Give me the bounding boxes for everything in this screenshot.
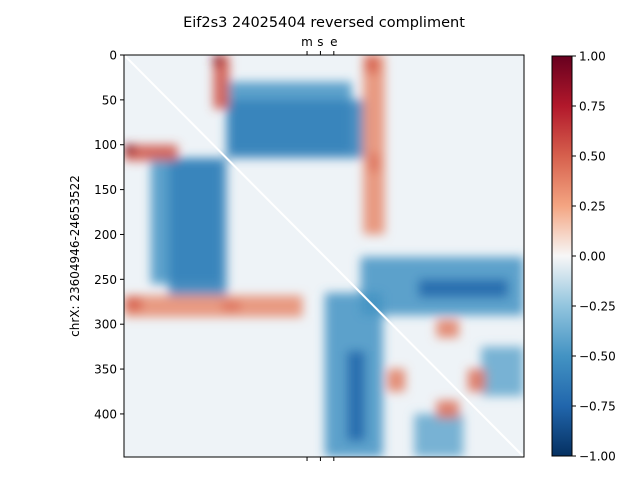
colorbar-gradient (551, 55, 573, 457)
chart-title: Eif2s3 24025404 reversed compliment (183, 15, 465, 31)
top-tick-label: e (330, 35, 337, 49)
colorbar: 1.00 0.75 0.50 0.25 0.00 −0.25 −0.50 −0.75 −1.00 (551, 50, 616, 464)
top-tick-label: m (301, 35, 313, 49)
heatmap-region (387, 369, 406, 392)
colorbar-tick-label: 0.00 (579, 250, 606, 264)
heatmap-region (222, 301, 241, 311)
heatmap-region (124, 144, 135, 154)
heatmap-region (213, 55, 223, 66)
heatmap-region (226, 99, 366, 159)
heatmap-region (124, 144, 178, 161)
heatmap-region (213, 55, 230, 109)
heatmap-region (436, 400, 459, 419)
heatmap-region (363, 55, 385, 235)
y-tick-label: 300 (94, 318, 117, 332)
y-tick-label: 50 (102, 93, 117, 107)
y-tick-label: 200 (94, 228, 117, 242)
y-tick-label: 150 (94, 183, 117, 197)
colorbar-tick-label: 0.75 (579, 100, 606, 114)
colorbar-tick-label: 0.25 (579, 200, 606, 214)
heatmap-region (124, 295, 303, 318)
colorbar-tick-label: 0.50 (579, 150, 606, 164)
colorbar-tick-label: −0.75 (579, 400, 616, 414)
heatmap-plot-area (123, 54, 525, 458)
plot-frame (123, 54, 525, 458)
colorbar-tick-label: −0.25 (579, 300, 616, 314)
y-tick-label: 0 (109, 49, 117, 63)
colorbar-tick-label: −0.50 (579, 350, 616, 364)
heatmap-cells (124, 55, 524, 457)
heatmap-region (467, 369, 486, 392)
heatmap-region (414, 413, 464, 457)
diagonal-line (123, 54, 525, 458)
colorbar-tick-label: −1.00 (579, 450, 616, 464)
heatmap-region (365, 55, 379, 73)
y-tick-label: 250 (94, 273, 117, 287)
y-tick-label: 400 (94, 407, 117, 421)
heatmap-region (369, 153, 379, 172)
y-axis-ticks: 0 50 100 150 200 250 300 350 400 (94, 49, 124, 421)
heatmap-region (124, 297, 142, 311)
colorbar-ticks: 1.00 0.75 0.50 0.25 0.00 −0.25 −0.50 −0.75 −1.00 (572, 50, 616, 464)
heatmap-region (347, 351, 366, 441)
heatmap-region (481, 346, 524, 396)
top-tick-label: s (317, 35, 323, 49)
y-tick-label: 350 (94, 363, 117, 377)
heatmap-region (436, 319, 459, 338)
y-axis-label: chrX: 23604946-24653522 (68, 175, 82, 337)
heatmap-region (418, 279, 508, 298)
y-tick-label: 100 (94, 138, 117, 152)
colorbar-tick-label: 1.00 (579, 50, 606, 64)
heatmap-region (168, 158, 227, 298)
